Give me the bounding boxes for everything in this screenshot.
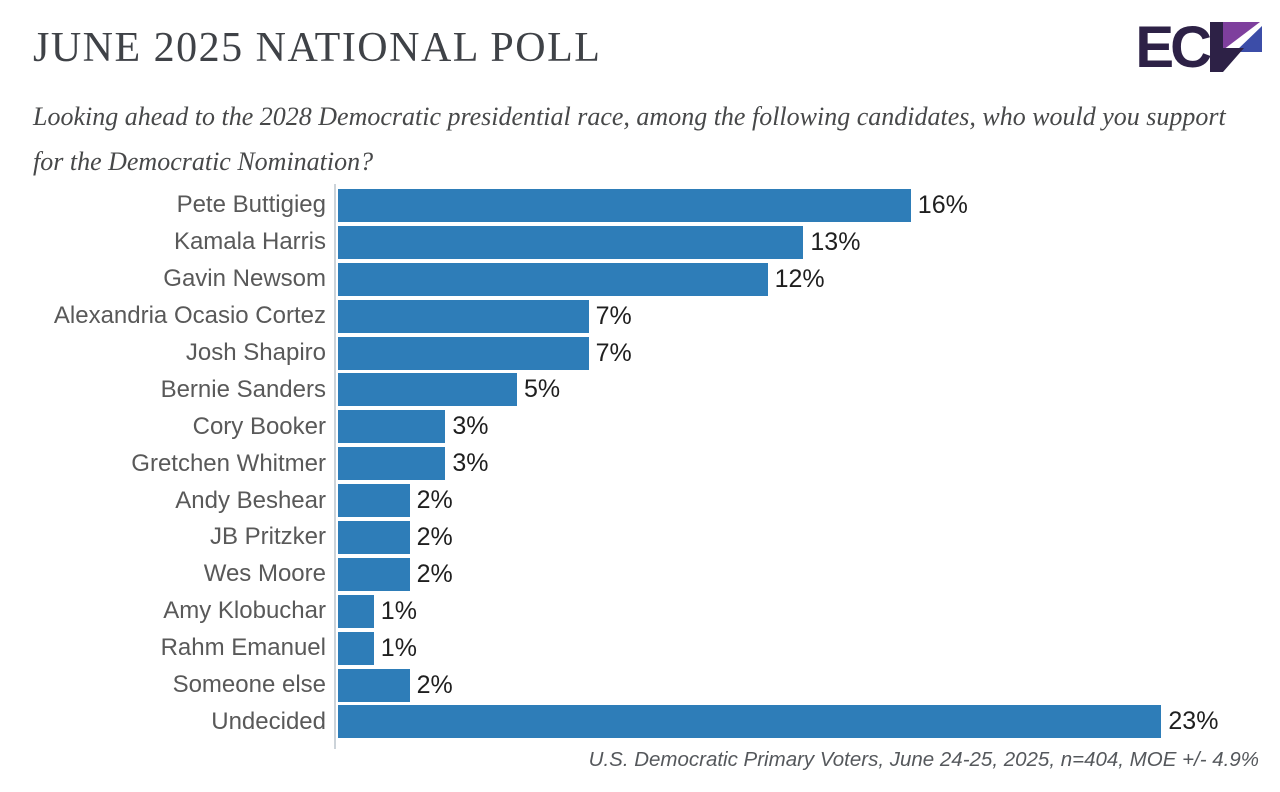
bar-row: Gretchen Whitmer 3%	[35, 445, 1275, 482]
category-label: Bernie Sanders	[160, 375, 326, 403]
bar-value-label: 2%	[416, 670, 453, 699]
bar	[338, 705, 1162, 739]
bar	[338, 668, 410, 702]
bar	[338, 188, 911, 222]
bar-row: Someone else 2%	[35, 667, 1275, 704]
bar-track: 3%	[336, 447, 1275, 481]
bar-track: 1%	[336, 631, 1275, 665]
bar	[338, 484, 410, 518]
bar-track: 2%	[336, 520, 1275, 554]
bar-row: Pete Buttigieg 16%	[35, 187, 1275, 224]
category-label: Andy Beshear	[175, 486, 326, 514]
bar-track: 7%	[336, 299, 1275, 333]
bar-row: Kamala Harris 13%	[35, 224, 1275, 261]
bar	[338, 520, 410, 554]
bar-row: Gavin Newsom 12%	[35, 261, 1275, 298]
bar	[338, 410, 446, 444]
logo-letter-p-icon	[1210, 22, 1262, 72]
logo-text-ec: EC	[1135, 15, 1212, 80]
bar-value-label: 7%	[595, 338, 632, 367]
bar	[338, 447, 446, 481]
bar-track: 1%	[336, 594, 1275, 628]
bar-track: 2%	[336, 668, 1275, 702]
page-title: JUNE 2025 NATIONAL POLL	[33, 25, 602, 71]
bar-value-label: 1%	[380, 633, 417, 662]
bar-value-label: 2%	[416, 559, 453, 588]
bar-track: 2%	[336, 557, 1275, 591]
bar-row: Rahm Emanuel 1%	[35, 630, 1275, 667]
y-axis-line	[334, 184, 336, 749]
bar	[338, 594, 374, 628]
category-label: Undecided	[211, 707, 326, 735]
category-label: JB Pritzker	[209, 523, 326, 551]
bar-row: Wes Moore 2%	[35, 556, 1275, 593]
bar	[338, 225, 804, 259]
bar-value-label: 1%	[380, 596, 417, 625]
category-label: Gavin Newsom	[163, 265, 326, 293]
bar-track: 2%	[336, 484, 1275, 518]
bar-row: Amy Klobuchar 1%	[35, 593, 1275, 630]
category-label: Alexandria Ocasio Cortez	[53, 302, 326, 330]
category-label: Wes Moore	[203, 560, 326, 588]
category-label: Pete Buttigieg	[176, 191, 326, 219]
bar-row: JB Pritzker 2%	[35, 519, 1275, 556]
bar-track: 23%	[336, 705, 1275, 739]
poll-question: Looking ahead to the 2028 Democratic pre…	[33, 102, 1226, 176]
bar-value-label: 23%	[1168, 707, 1219, 736]
bar-value-label: 5%	[524, 375, 561, 404]
bar-row: Undecided 23%	[35, 703, 1275, 740]
bar	[338, 373, 517, 407]
bar-row: Cory Booker 3%	[35, 408, 1275, 445]
bar-value-label: 16%	[917, 190, 968, 219]
bar-value-label: 2%	[416, 486, 453, 515]
bar-row: Alexandria Ocasio Cortez 7%	[35, 298, 1275, 335]
bar-track: 5%	[336, 373, 1275, 407]
category-label: Amy Klobuchar	[163, 597, 326, 625]
bar-row: Andy Beshear 2%	[35, 482, 1275, 519]
category-label: Kamala Harris	[173, 228, 326, 256]
category-label: Cory Booker	[192, 412, 326, 440]
bar	[338, 262, 768, 296]
poll-bar-chart: Pete Buttigieg 16% Kamala Harris 13% Gavin N…	[35, 187, 1275, 740]
category-label: Gretchen Whitmer	[131, 449, 326, 477]
bar-row: Josh Shapiro 7%	[35, 335, 1275, 372]
bar	[338, 336, 589, 370]
bar	[338, 631, 374, 665]
bar	[338, 299, 589, 333]
ecp-logo: EC	[1135, 15, 1264, 80]
bar-track: 16%	[336, 188, 1275, 222]
category-label: Rahm Emanuel	[160, 634, 326, 662]
bar-row: Bernie Sanders 5%	[35, 371, 1275, 408]
bar-value-label: 3%	[452, 449, 489, 478]
bar-track: 13%	[336, 225, 1275, 259]
source-note: U.S. Democratic Primary Voters, June 24-…	[588, 748, 1259, 771]
bar-value-label: 3%	[452, 412, 489, 441]
category-label: Josh Shapiro	[185, 339, 326, 366]
bar-track: 3%	[336, 410, 1275, 444]
bar-track: 7%	[336, 336, 1275, 370]
bar	[338, 557, 410, 591]
bar-value-label: 13%	[810, 227, 861, 256]
category-label: Someone else	[172, 671, 326, 699]
bar-track: 12%	[336, 262, 1275, 296]
bar-value-label: 7%	[595, 301, 632, 330]
bar-value-label: 12%	[774, 264, 825, 293]
bar-value-label: 2%	[416, 522, 453, 551]
